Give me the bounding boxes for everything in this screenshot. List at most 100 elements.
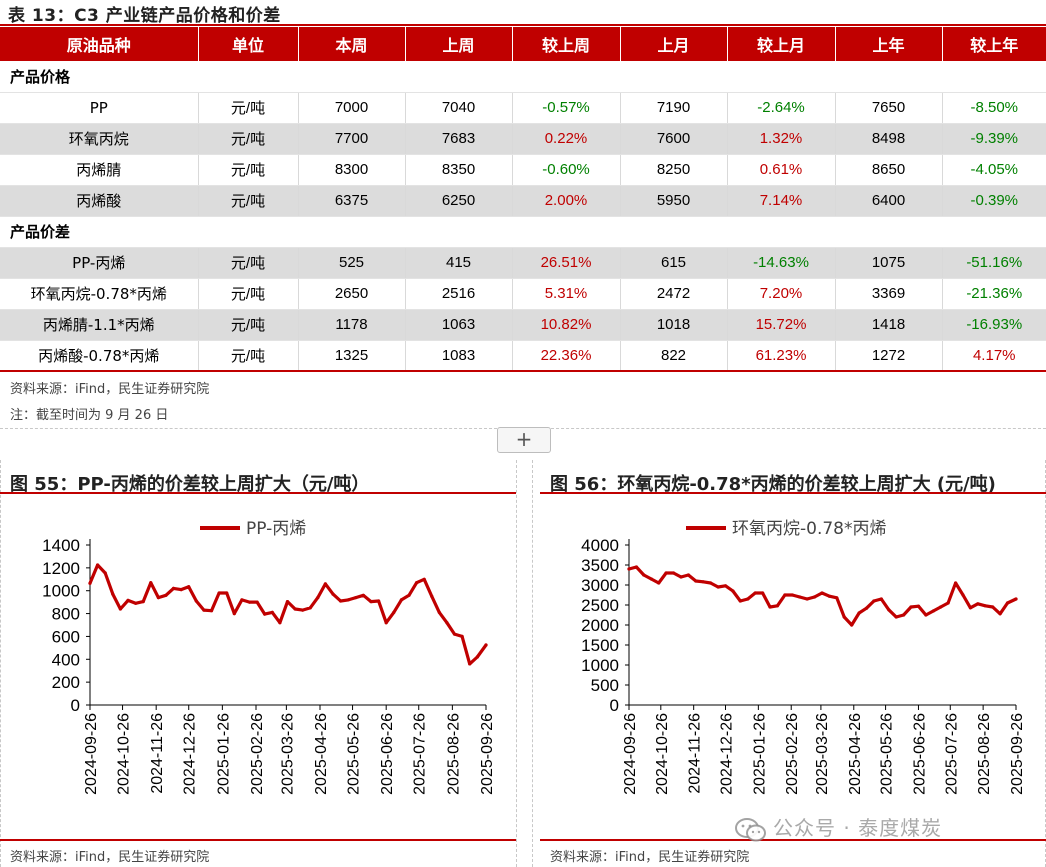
cell-last-month: 822 — [620, 340, 728, 372]
data-point — [723, 584, 728, 588]
data-point — [354, 596, 358, 600]
cell-mom: 61.23% — [727, 340, 836, 372]
table-note: 注：截至时间为 9 月 26 日 — [10, 408, 169, 423]
x-tick-label: 2025-06-26 — [379, 713, 396, 795]
add-button[interactable]: + — [497, 427, 551, 453]
data-point — [991, 605, 995, 609]
x-tick-label: 2025-08-26 — [976, 713, 993, 795]
x-tick-label: 2025-05-26 — [879, 713, 896, 795]
frame-mid2 — [532, 460, 533, 867]
data-point — [415, 581, 419, 585]
data-point — [460, 634, 464, 638]
cell-mom: 7.14% — [727, 185, 836, 217]
cell-this-week: 1178 — [298, 309, 406, 341]
data-point — [634, 565, 638, 569]
y-tick-label: 2500 — [581, 596, 619, 615]
cell-last-week: 1083 — [405, 340, 513, 372]
cell-mom: 7.20% — [727, 278, 836, 310]
cell-name: PP — [0, 92, 199, 124]
cell-wow: 10.82% — [512, 309, 621, 341]
cell-yoy: -51.16% — [942, 247, 1046, 279]
frame-mid1 — [516, 460, 517, 867]
x-tick-label: 2025-01-26 — [751, 713, 768, 795]
data-point — [931, 609, 935, 613]
figure-56-bottom-rule — [540, 839, 1046, 841]
data-point — [850, 623, 854, 627]
cell-wow: 26.51% — [512, 247, 621, 279]
cell-name: 丙烯酸-0.78*丙烯 — [0, 340, 199, 372]
data-point — [96, 563, 100, 567]
cell-this-week: 6375 — [298, 185, 406, 217]
cell-last-year: 8498 — [835, 123, 943, 155]
y-tick-label: 2000 — [581, 616, 619, 635]
data-point — [805, 597, 809, 601]
cell-last-week: 1063 — [405, 309, 513, 341]
x-tick-label: 2024-11-26 — [687, 713, 704, 794]
cell-wow: -0.60% — [512, 154, 621, 186]
data-point — [939, 605, 943, 609]
cell-mom: 1.32% — [727, 123, 836, 155]
x-tick-label: 2024-10-26 — [654, 713, 671, 795]
section-label: 产品价差 — [0, 216, 1046, 248]
data-point — [202, 608, 206, 612]
cell-last-month: 1018 — [620, 309, 728, 341]
data-point — [126, 598, 130, 602]
x-tick-label: 2024-09-26 — [83, 713, 100, 795]
data-point — [407, 593, 411, 597]
x-tick-label: 2025-08-26 — [445, 713, 462, 795]
data-point — [864, 606, 869, 610]
figure-56-title: 图 56：环氧丙烷-0.78*丙烯的价差较上周扩大 (元/吨) — [550, 474, 996, 495]
cell-last-week: 7040 — [405, 92, 513, 124]
x-tick-label: 2025-04-26 — [313, 713, 330, 795]
y-tick-label: 1200 — [42, 559, 80, 578]
data-point — [217, 591, 221, 595]
column-header: 原油品种 — [0, 27, 199, 61]
data-point — [827, 594, 831, 598]
table-row: PP-丙烯 元/吨 525 415 26.51% 615 -14.63% 1075 -51.16… — [0, 247, 1046, 279]
figure-55-bottom-rule — [0, 839, 516, 841]
y-tick-label: 0 — [71, 696, 80, 715]
data-point — [812, 595, 817, 599]
data-point — [452, 632, 457, 636]
table-row: 丙烯腈-1.1*丙烯 元/吨 1178 1063 10.82% 1018 15.72% 141… — [0, 309, 1046, 341]
table-source: 资料来源：iFind，民生证券研究院 — [10, 382, 210, 397]
wechat-icon — [735, 817, 766, 841]
cell-last-year: 3369 — [835, 278, 943, 310]
figure-56-rule — [540, 492, 1046, 494]
data-point — [916, 604, 921, 608]
data-point — [339, 599, 343, 603]
data-point — [924, 613, 928, 617]
cell-name: 丙烯腈 — [0, 154, 199, 186]
y-tick-label: 1000 — [42, 582, 80, 601]
data-point — [308, 606, 312, 610]
data-point — [709, 581, 713, 585]
table-row: 环氧丙烷-0.78*丙烯 元/吨 2650 2516 5.31% 2472 7.20% 336… — [0, 278, 1046, 310]
data-point — [694, 579, 698, 583]
data-point — [664, 571, 668, 575]
data-point — [118, 607, 122, 611]
y-tick-label: 500 — [591, 676, 619, 695]
column-header: 上周 — [405, 27, 513, 61]
data-point — [361, 593, 365, 597]
section-label: 产品价格 — [0, 61, 1046, 93]
watermark-text: 公众号 · 泰度煤炭 — [773, 816, 943, 840]
column-header: 较上周 — [512, 27, 621, 61]
data-point — [285, 600, 290, 604]
figure-56-source: 资料来源：iFind，民生证券研究院 — [550, 850, 750, 865]
data-point — [731, 589, 735, 593]
x-tick-label: 2025-02-26 — [249, 713, 266, 795]
data-point — [475, 655, 479, 659]
data-point — [187, 585, 191, 589]
cell-last-month: 5950 — [620, 185, 728, 217]
cell-last-week: 8350 — [405, 154, 513, 186]
data-point — [790, 593, 794, 597]
table-title: 表 13：C3 产业链产品价格和价差 — [8, 6, 281, 26]
data-point — [149, 581, 153, 585]
data-point — [835, 596, 839, 600]
data-point — [642, 573, 646, 577]
data-point — [716, 585, 720, 589]
cell-this-week: 2650 — [298, 278, 406, 310]
x-tick-label: 2024-12-26 — [718, 713, 735, 795]
cell-last-year: 7650 — [835, 92, 943, 124]
data-point — [484, 643, 488, 647]
